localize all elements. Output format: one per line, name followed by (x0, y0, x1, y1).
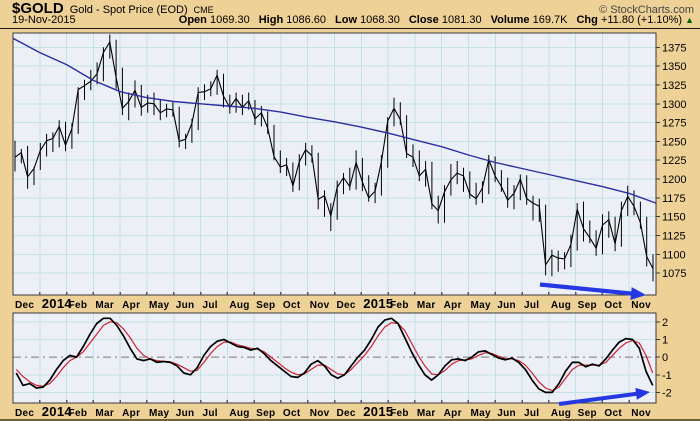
low-value: Low 1068.30 (335, 14, 400, 26)
month-label: Apr (122, 408, 140, 419)
y-axis-label: 1275 (662, 118, 686, 130)
y-axis-label: 1225 (662, 155, 686, 167)
month-label: Dec (15, 300, 34, 311)
ohlc-quote-strip: Open 1069.30 High 1086.60 Low 1068.30 Cl… (170, 14, 694, 26)
up-triangle-icon: ▲ (685, 15, 694, 25)
y-axis-label: 2 (662, 317, 668, 329)
month-label: Feb (69, 408, 88, 419)
month-label: Nov (310, 408, 330, 419)
month-label: Feb (69, 300, 88, 311)
month-label: Jul (524, 408, 539, 419)
month-label: Apr (444, 300, 462, 311)
instrument-name: Gold - Spot Price (EOD) (69, 4, 188, 16)
y-axis-label: 1200 (662, 174, 686, 186)
month-label: Sep (256, 408, 275, 419)
month-label: Nov (631, 300, 651, 311)
month-label: Jun (176, 408, 195, 419)
month-label: Aug (551, 408, 571, 419)
month-label: Jul (203, 300, 218, 311)
title-row: $GOLD Gold - Spot Price (EOD) CME © Stoc… (12, 0, 694, 17)
open-value: Open 1069.30 (178, 14, 250, 26)
high-value: High 1086.60 (258, 14, 326, 26)
y-axis-label: 1075 (662, 268, 686, 280)
month-label: Mar (417, 408, 436, 419)
month-label: Nov (631, 408, 651, 419)
month-label: Mar (95, 300, 114, 311)
quote-row: 19-Nov-2015 Open 1069.30 High 1086.60 Lo… (12, 14, 694, 26)
chart-header: $GOLD Gold - Spot Price (EOD) CME © Stoc… (0, 0, 700, 29)
price-panel: 1375 1350 1325 1300 1275 1250 1225 1200 1175 1150… (12, 32, 686, 311)
volume-value: Volume 169.7K (490, 14, 568, 26)
y-axis-label: 1300 (662, 99, 686, 111)
month-label: Sep (578, 408, 597, 419)
y-axis-label: 1250 (662, 136, 686, 148)
month-label: Aug (229, 408, 249, 419)
quote-date: 19-Nov-2015 (12, 14, 76, 26)
oscillator-series (15, 317, 654, 394)
y-axis-label: 1175 (662, 193, 686, 205)
month-label: Mar (95, 408, 114, 419)
month-label: Apr (122, 300, 140, 311)
month-label: Dec (337, 408, 356, 419)
month-label: Sep (578, 300, 597, 311)
y-axis-label: 1350 (662, 61, 686, 73)
month-label: Feb (390, 300, 409, 311)
month-label: Oct (283, 300, 301, 311)
month-label: Sep (256, 300, 275, 311)
month-label: Jun (497, 408, 516, 419)
month-label: Oct (604, 300, 622, 311)
oscillator-arrow-annotation-body (558, 391, 640, 406)
y-axis-label: 1375 (662, 42, 686, 54)
month-label: May (470, 408, 490, 419)
month-label: May (149, 300, 169, 311)
month-label: Dec (15, 408, 34, 419)
y-axis-label: 1150 (662, 212, 686, 224)
y-axis-label: 1125 (662, 231, 686, 243)
downtrend-arrow-annotation-head (630, 287, 646, 300)
year-label: 2014 (42, 296, 73, 311)
month-label: Aug (551, 300, 571, 311)
change-value: Chg +11.80 (+1.10%) (576, 14, 683, 26)
price-close-line (14, 40, 654, 269)
close-value: Close 1081.30 (408, 14, 482, 26)
month-label: Jul (524, 300, 539, 311)
exchange-label: CME (193, 5, 214, 15)
month-label: Nov (310, 300, 330, 311)
month-label: Oct (604, 408, 622, 419)
month-label: Feb (390, 408, 409, 419)
moving-average-line (13, 37, 656, 204)
month-label: Jun (176, 300, 195, 311)
oscillator-arrow-annotation-head (635, 387, 650, 400)
y-axis-label: 1100 (662, 249, 686, 261)
y-axis-label: 0 (662, 352, 668, 364)
year-label: 2014 (42, 404, 73, 419)
oscillator-line (15, 317, 654, 394)
month-label: Apr (444, 408, 462, 419)
y-axis-label: 1 (662, 334, 668, 346)
ticker-symbol: $GOLD (12, 0, 64, 17)
year-label: 2015 (363, 404, 393, 419)
stockcharts-copyright: © StockCharts.com (599, 4, 694, 16)
y-axis-label: -1 (662, 370, 672, 382)
month-label: Mar (417, 300, 436, 311)
month-label: Jul (203, 408, 218, 419)
downtrend-arrow-annotation-body (539, 282, 635, 296)
month-label: May (149, 408, 169, 419)
month-label: Dec (337, 300, 356, 311)
year-label: 2015 (363, 296, 393, 311)
signal-line (15, 321, 654, 392)
month-label: May (470, 300, 490, 311)
y-axis-label: -2 (662, 387, 672, 399)
price-panel-series (13, 34, 656, 282)
y-axis-label: 1325 (662, 80, 686, 92)
month-label: Aug (229, 300, 249, 311)
month-label: Oct (283, 408, 301, 419)
month-label: Jun (497, 300, 516, 311)
